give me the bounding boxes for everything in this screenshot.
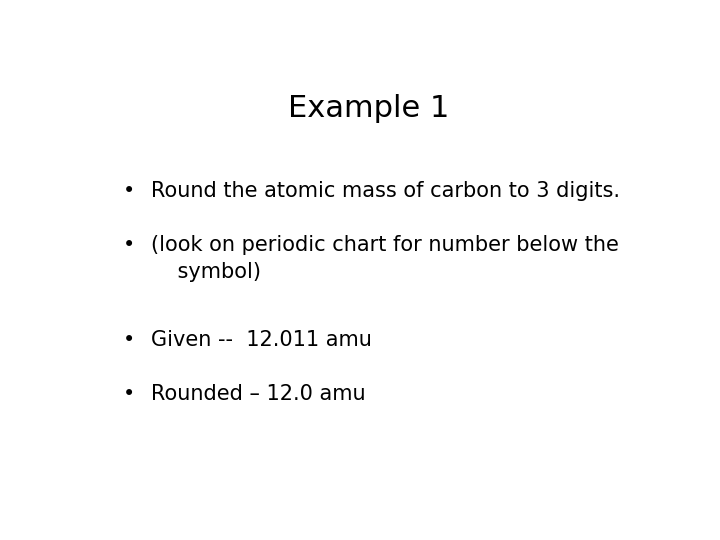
Text: •: • [123, 330, 135, 350]
Text: •: • [123, 181, 135, 201]
Text: (look on periodic chart for number below the
    symbol): (look on periodic chart for number below… [151, 235, 619, 282]
Text: Round the atomic mass of carbon to 3 digits.: Round the atomic mass of carbon to 3 dig… [151, 181, 621, 201]
Text: •: • [123, 235, 135, 255]
Text: Given --  12.011 amu: Given -- 12.011 amu [151, 330, 372, 350]
Text: Example 1: Example 1 [288, 94, 450, 123]
Text: •: • [123, 384, 135, 404]
Text: Rounded – 12.0 amu: Rounded – 12.0 amu [151, 384, 366, 404]
